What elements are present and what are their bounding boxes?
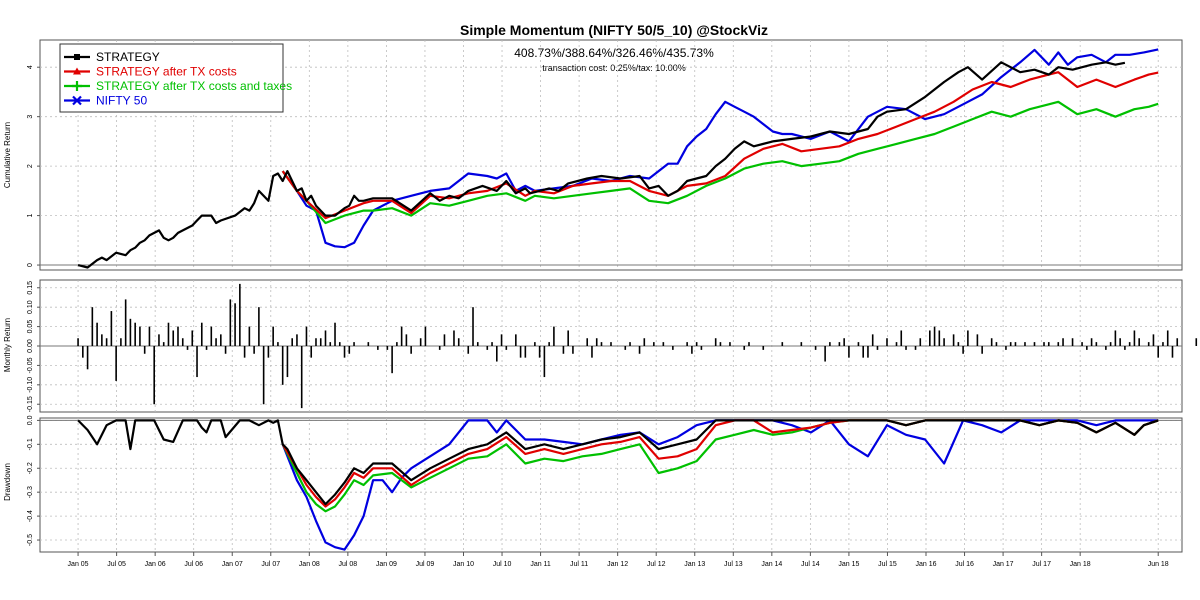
- y-tick-label: 2: [27, 164, 34, 168]
- legend-label: STRATEGY: [96, 50, 160, 64]
- legend-marker-triangle: [73, 67, 81, 75]
- x-tick-label: Jul 06: [184, 561, 203, 568]
- ylabel-monthly: Monthly Return: [3, 318, 12, 372]
- legend-marker-square: [74, 54, 80, 60]
- x-tick-label: Jul 11: [570, 561, 588, 568]
- x-tick-label: Jul 05: [107, 561, 126, 568]
- panel-frame: [39, 39, 1183, 271]
- ylabel-drawdown: Drawdown: [3, 463, 12, 501]
- x-tick-label: Jan 10: [453, 561, 474, 568]
- x-axis: Jan 05 Jul 05 Jan 06 Jul 06 Jan 07 Jul 07 Jan …: [68, 552, 1169, 568]
- ylabel-cumulative: Cumulative Return: [3, 122, 12, 188]
- y-tick-label: 0: [27, 263, 34, 267]
- legend-label: STRATEGY after TX costs and taxes: [96, 79, 292, 93]
- legend-label: NIFTY 50: [96, 94, 147, 108]
- y-tick-label: 0.10: [27, 300, 34, 314]
- chart-title: Simple Momentum (NIFTY 50/5_10) @StockVi…: [460, 22, 768, 38]
- x-tick-label: Jan 18: [1070, 561, 1091, 568]
- x-tick-label: Jan 15: [838, 561, 859, 568]
- y-tick-label: -0.05: [27, 357, 34, 373]
- y-tick-label: 0.00: [27, 339, 34, 353]
- y-tick-label: 0.15: [27, 281, 34, 295]
- cumulative-return-panel: 0 1 2 3 4: [27, 39, 1183, 271]
- series-line-strategy-after-tx-costs: [281, 419, 1159, 508]
- y-tick-label: 0.0: [27, 415, 34, 425]
- x-tick-label: Jul 09: [416, 561, 435, 568]
- y-tick-label: 1: [27, 214, 34, 218]
- monthly-return-panel: 0.15 0.10 0.05 0.00 -0.05 -0.10 -0.15: [27, 279, 1198, 413]
- x-tick-label: Jul 07: [261, 561, 280, 568]
- y-tick-label: -0.10: [27, 377, 34, 393]
- y-tick-label: 4: [27, 65, 34, 69]
- x-tick-label: Jul 16: [955, 561, 974, 568]
- x-tick-label: Jul 10: [493, 561, 512, 568]
- chart-subtitle-costs: transaction cost: 0.25%/tax: 10.00%: [542, 63, 686, 73]
- x-tick-label: Jul 17: [1032, 561, 1051, 568]
- legend-marker-cross: [72, 95, 82, 106]
- series-line-nifty-50: [281, 419, 1159, 551]
- x-tick-label: Jan 12: [607, 561, 628, 568]
- y-tick-label: -0.3: [27, 486, 34, 498]
- y-tick-label: -0.4: [27, 510, 34, 522]
- x-tick-label: Jun 18: [1148, 561, 1169, 568]
- legend-box: [59, 43, 284, 113]
- x-tick-label: Jul 15: [878, 561, 897, 568]
- x-tick-label: Jan 13: [684, 561, 705, 568]
- x-tick-label: Jan 08: [299, 561, 320, 568]
- x-tick-label: Jul 14: [801, 561, 820, 568]
- x-tick-label: Jan 16: [915, 561, 936, 568]
- y-tick-label: -0.2: [27, 462, 34, 474]
- x-tick-label: Jan 11: [530, 561, 551, 568]
- x-tick-label: Jan 17: [993, 561, 1014, 568]
- series-line-strategy: [77, 61, 1126, 269]
- x-tick-label: Jan 06: [145, 561, 166, 568]
- x-tick-label: Jul 12: [647, 561, 666, 568]
- drawdown-panel: 0.0 -0.1 -0.2 -0.3 -0.4 -0.5: [27, 415, 1183, 553]
- x-tick-label: Jan 14: [761, 561, 782, 568]
- series-line-strategy: [77, 419, 1159, 506]
- y-tick-label: -0.15: [27, 396, 34, 412]
- legend-marker-plus: [72, 81, 82, 91]
- series-line-strategy-after-tx-costs: [281, 71, 1159, 220]
- y-tick-label: -0.1: [27, 438, 34, 450]
- legend-label: STRATEGY after TX costs: [96, 65, 237, 79]
- y-tick-label: 0.05: [27, 320, 34, 334]
- x-tick-label: Jan 09: [376, 561, 397, 568]
- x-tick-label: Jan 07: [222, 561, 243, 568]
- chart-subtitle-returns: 408.73%/388.64%/326.46%/435.73%: [514, 46, 714, 60]
- y-tick-label: 3: [27, 115, 34, 119]
- series-line-nifty-50: [281, 48, 1159, 249]
- x-tick-label: Jul 13: [724, 561, 743, 568]
- series-line-strategy-after-tx-costs-and-taxes: [281, 100, 1159, 225]
- panel-frame: [39, 417, 1183, 553]
- x-tick-label: Jul 08: [339, 561, 358, 568]
- x-tick-label: Jan 05: [68, 561, 89, 568]
- y-tick-label: -0.5: [27, 534, 34, 546]
